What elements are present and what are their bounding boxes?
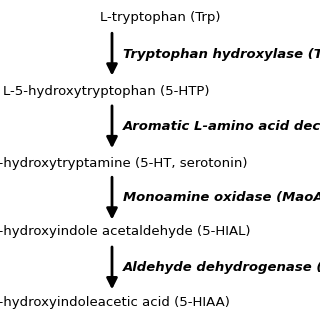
Text: L-5-hydroxytryptophan (5-HTP): L-5-hydroxytryptophan (5-HTP) xyxy=(3,85,210,98)
Text: Monoamine oxidase (MaoA,: Monoamine oxidase (MaoA, xyxy=(123,191,320,204)
Text: L-tryptophan (Trp): L-tryptophan (Trp) xyxy=(100,11,220,24)
Text: Aromatic L-amino acid decar: Aromatic L-amino acid decar xyxy=(123,120,320,133)
Text: Aldehyde dehydrogenase (Al: Aldehyde dehydrogenase (Al xyxy=(123,261,320,274)
Text: 5-hydroxytryptamine (5-HT, serotonin): 5-hydroxytryptamine (5-HT, serotonin) xyxy=(0,157,248,170)
Text: 5-hydroxyindole acetaldehyde (5-HIAL): 5-hydroxyindole acetaldehyde (5-HIAL) xyxy=(0,226,251,238)
Text: Tryptophan hydroxylase (Tph: Tryptophan hydroxylase (Tph xyxy=(123,48,320,61)
Text: 5-hydroxyindoleacetic acid (5-HIAA): 5-hydroxyindoleacetic acid (5-HIAA) xyxy=(0,296,230,309)
